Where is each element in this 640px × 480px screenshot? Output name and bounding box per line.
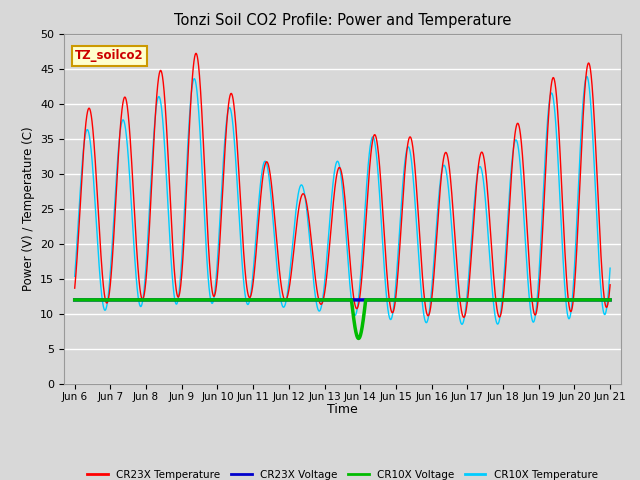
CR23X Temperature (606, 282, 614, 288)
CR10X Temperature (132, 269, 140, 275)
CR23X Temperature (71, 285, 79, 291)
CR10X Voltage (300, 297, 307, 303)
CR23X Voltage (276, 297, 284, 303)
CR10X Voltage (538, 297, 546, 303)
CR10X Voltage (71, 297, 79, 303)
CR10X Voltage (164, 297, 172, 303)
CR10X Temperature (606, 265, 614, 271)
CR23X Voltage (606, 297, 614, 303)
Y-axis label: Power (V) / Temperature (C): Power (V) / Temperature (C) (22, 127, 35, 291)
CR23X Temperature (164, 143, 172, 148)
CR23X Voltage (596, 297, 604, 303)
CR23X Temperature (538, 235, 546, 240)
CR23X Temperature (132, 231, 140, 237)
CR23X Voltage (71, 297, 79, 303)
Title: Tonzi Soil CO2 Profile: Power and Temperature: Tonzi Soil CO2 Profile: Power and Temper… (173, 13, 511, 28)
CR23X Temperature (596, 233, 604, 239)
CR23X Voltage (132, 297, 140, 303)
CR10X Temperature (164, 195, 172, 201)
CR10X Temperature (300, 185, 307, 191)
CR23X Voltage (538, 297, 546, 303)
CR10X Temperature (538, 214, 546, 220)
CR23X Temperature (460, 314, 468, 320)
CR10X Temperature (583, 73, 591, 79)
Text: TZ_soilco2: TZ_soilco2 (75, 49, 144, 62)
CR10X Temperature (458, 322, 466, 327)
CR23X Voltage (164, 297, 172, 303)
Legend: CR23X Temperature, CR23X Voltage, CR10X Voltage, CR10X Temperature: CR23X Temperature, CR23X Voltage, CR10X … (83, 466, 602, 480)
CR10X Voltage (132, 297, 140, 303)
CR10X Voltage (355, 336, 362, 341)
Line: CR10X Voltage: CR10X Voltage (75, 300, 610, 338)
CR10X Voltage (606, 297, 614, 303)
Line: CR10X Temperature: CR10X Temperature (75, 76, 610, 324)
CR10X Temperature (71, 274, 79, 279)
CR10X Voltage (596, 297, 604, 303)
CR10X Voltage (276, 297, 284, 303)
CR23X Temperature (300, 191, 307, 197)
CR10X Temperature (276, 292, 284, 298)
X-axis label: Time: Time (327, 403, 358, 416)
CR10X Temperature (596, 273, 604, 279)
CR23X Temperature (192, 50, 200, 56)
Line: CR23X Temperature: CR23X Temperature (75, 53, 610, 317)
CR23X Voltage (300, 297, 307, 303)
CR23X Temperature (276, 275, 284, 280)
